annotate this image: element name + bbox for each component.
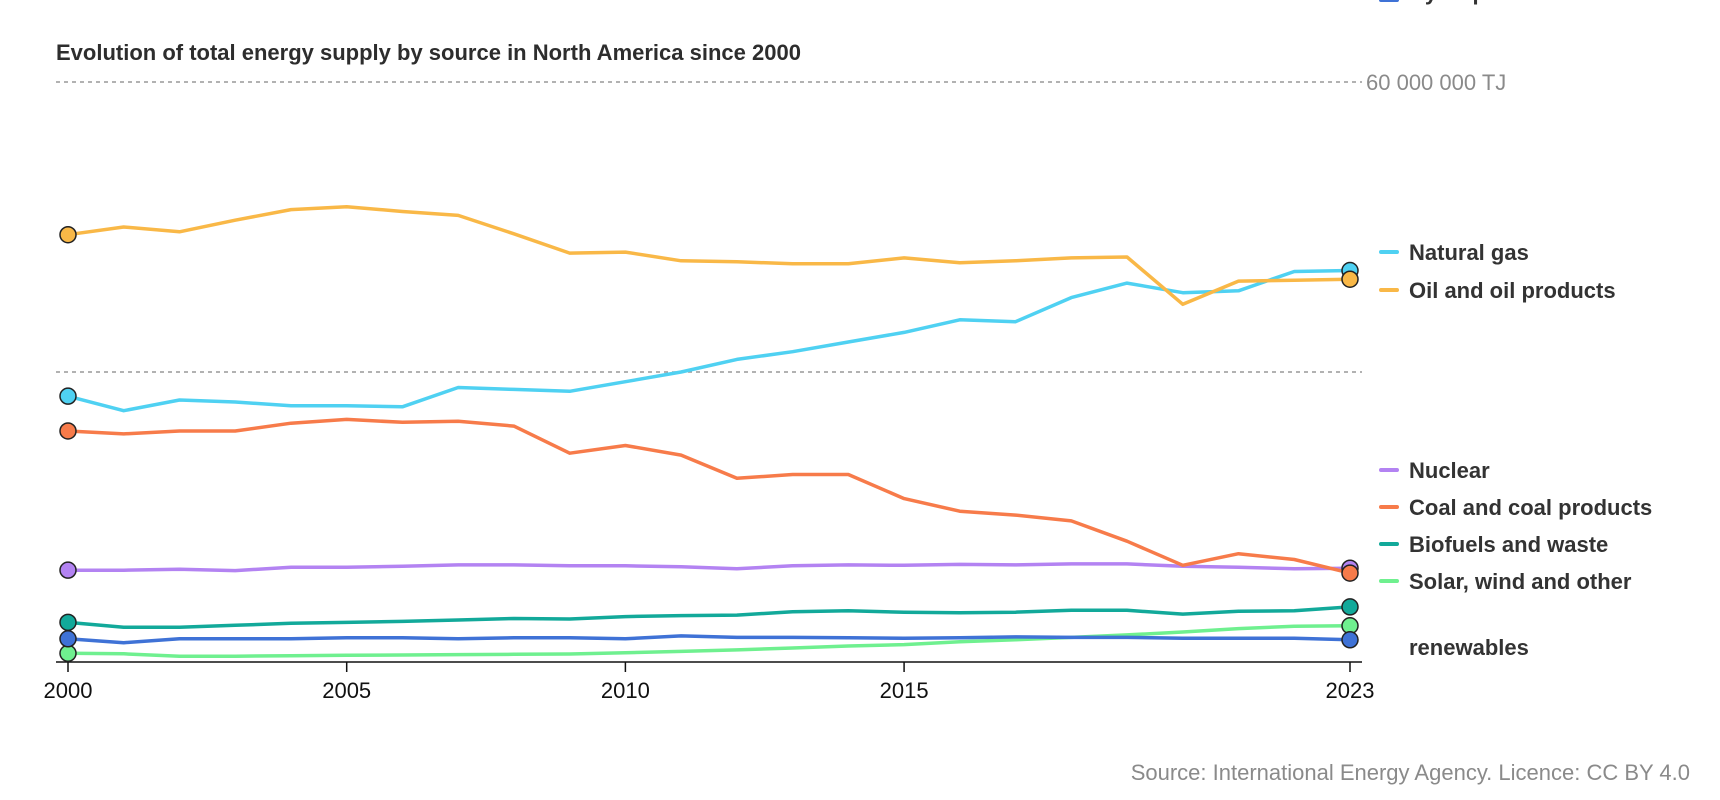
end-point-hydropower bbox=[1341, 631, 1359, 649]
start-point-nuclear bbox=[59, 561, 77, 579]
legend-label-oil-and-oil-products: Oil and oil products bbox=[1409, 278, 1616, 303]
series-line-biofuels-and-waste bbox=[66, 605, 1352, 629]
start-point-oil-and-oil-products bbox=[59, 225, 77, 244]
x-tick-label: 2000 bbox=[44, 678, 93, 703]
x-tick-label: 2015 bbox=[880, 678, 929, 703]
x-tick-label: 2010 bbox=[601, 678, 650, 703]
x-tick-label: 2023 bbox=[1326, 678, 1375, 703]
chart-title: Evolution of total energy supply by sour… bbox=[56, 40, 801, 65]
legend-label-solar-wind-and-other-renewables: Solar, wind and other bbox=[1409, 569, 1632, 594]
legend-label-biofuels-and-waste: Biofuels and waste bbox=[1409, 532, 1608, 557]
legend-label-coal-and-coal-products: Coal and coal products bbox=[1409, 495, 1652, 520]
y-tick-label: 60 000 000 TJ bbox=[1366, 70, 1506, 95]
series-line-hydropower bbox=[66, 634, 1352, 645]
x-tick-label: 2005 bbox=[322, 678, 371, 703]
start-point-biofuels-and-waste bbox=[59, 613, 77, 632]
series-line-nuclear bbox=[66, 562, 1352, 573]
series-line-coal-and-coal-products bbox=[66, 417, 1352, 575]
series-line-natural-gas bbox=[66, 268, 1352, 413]
legend-label-hydropower: Hydropower bbox=[1409, 0, 1538, 5]
legend-label-natural-gas: Natural gas bbox=[1409, 240, 1529, 265]
series-line-solar-wind-and-other-renewables bbox=[66, 624, 1352, 658]
start-point-natural-gas bbox=[59, 387, 77, 405]
start-point-hydropower bbox=[59, 630, 77, 648]
legend-label-nuclear: Nuclear bbox=[1409, 458, 1490, 483]
end-point-biofuels-and-waste bbox=[1341, 598, 1359, 616]
end-point-coal-and-coal-products bbox=[1341, 564, 1359, 582]
end-point-oil-and-oil-products bbox=[1341, 270, 1359, 288]
start-point-coal-and-coal-products bbox=[59, 422, 77, 440]
series-line-oil-and-oil-products bbox=[66, 204, 1352, 307]
start-point-solar-wind-and-other-renewables bbox=[59, 644, 77, 663]
source-note: Source: International Energy Agency. Lic… bbox=[1130, 760, 1690, 785]
legend-label-solar-wind-and-other-renewables: renewables bbox=[1409, 635, 1529, 660]
